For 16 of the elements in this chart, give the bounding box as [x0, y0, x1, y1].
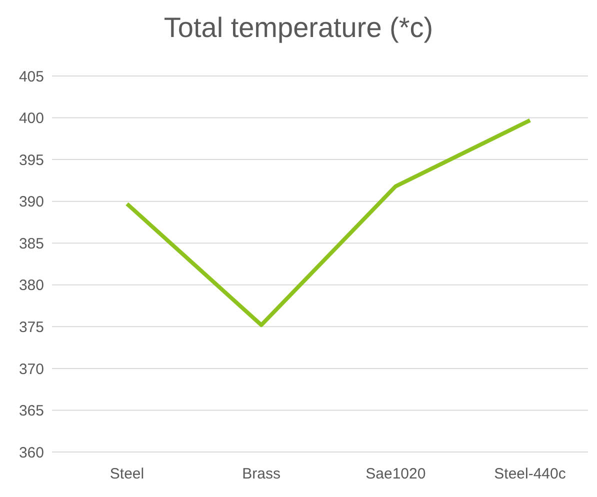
y-tick-label: 400 [18, 110, 44, 128]
y-tick-label: 380 [18, 277, 44, 294]
x-tick-label: Brass [242, 466, 281, 483]
y-tick-label: 370 [18, 360, 44, 378]
y-tick-label: 375 [18, 318, 44, 336]
x-tick-label: Steel [110, 466, 144, 483]
x-tick-label: Sae1020 [366, 466, 426, 483]
y-tick-label: 360 [18, 444, 44, 462]
y-tick-label: 365 [18, 402, 44, 420]
y-tick-label: 405 [18, 68, 44, 86]
y-tick-label: 395 [18, 152, 44, 169]
line-series [125, 118, 532, 327]
chart-title: Total temperature (*c) [162, 11, 434, 45]
y-tick-label: 390 [18, 194, 44, 211]
y-tick-label: 385 [18, 235, 44, 252]
x-tick-label: Steel-440c [494, 466, 566, 483]
